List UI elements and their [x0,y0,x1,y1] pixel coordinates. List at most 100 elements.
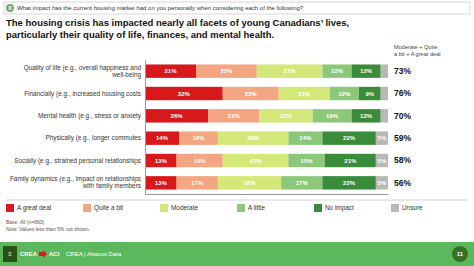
legend-item: A little [237,204,265,212]
bar [281,176,322,189]
bar [179,131,218,144]
bar [376,154,388,167]
legend-swatch [314,204,322,212]
bar [359,87,381,100]
bar [257,64,323,77]
footer-arrow [39,250,47,258]
footer-logo-glyph: ≡ [8,251,12,257]
series [145,64,223,189]
bar [376,176,388,189]
y-tick-label: Mental health (e.g., stress or anxiety [38,112,142,120]
legend-item: Quite a bit [83,204,123,212]
legend-label: A great deal [17,204,51,212]
data-label: 17% [191,180,204,186]
y-tick: Mental health (e.g., stress or anxiety [38,112,142,120]
subtitle: particularly their quality of life, fina… [6,29,274,40]
chart-svg: D What impact has the current housing mar… [0,0,474,266]
bar [145,176,177,189]
footer: ≡CREAACICREA | Abacus Data11 [0,242,474,266]
question-icon-text: D [8,5,12,11]
bar [208,109,259,122]
legend-item: Moderate [160,204,198,212]
base-note: Base: All (n=863)Note: Values less than … [6,219,90,232]
bar [352,109,381,122]
bar [177,176,218,189]
bar [288,154,324,167]
footer-crea: CREA [20,251,38,257]
data-label: 13% [155,158,168,164]
bars [145,64,388,189]
plot: 21%32%26%14%13%13%25%23%21%16%19%17%27%2… [10,44,441,195]
data-label: 12% [331,68,344,74]
legend-swatch [6,204,14,212]
data-label: 5% [378,135,387,141]
bar [381,109,388,122]
text-line: Note: Values less than 5% not shown. [6,226,90,232]
data-label: 16% [326,113,339,119]
legend-swatch [83,204,91,212]
data-label: 23% [245,91,258,97]
y-axis-line [145,61,146,195]
data-label: 14% [299,135,312,141]
legend-swatch [160,204,168,212]
legend-item: No impact [314,204,354,212]
data-label: 32% [178,91,191,97]
data-label: 5% [378,158,387,164]
data-label: 22% [343,180,356,186]
series [322,64,380,189]
data-label: 26% [243,180,256,186]
bar [145,87,223,100]
data-label: 19% [194,158,207,164]
bar [313,109,352,122]
legend-item: Unsure [391,204,423,212]
bar [145,131,179,144]
legend-item: A great deal [6,204,51,212]
label-line: Financially (e.g., increased housing cos… [24,90,141,98]
series [218,64,330,189]
y-tick: Physically (e.g., longer commutes [45,134,141,142]
data-label: 27% [250,158,263,164]
total-label: 56% [394,178,411,188]
totals: 73%76%70%59%58%56% [394,66,411,188]
data-label: 5% [378,180,387,186]
data-label: 21% [228,113,241,119]
series [281,64,359,189]
data-label: 16% [192,135,205,141]
data-label: 21% [344,158,357,164]
data-label: 21% [165,68,178,74]
bar [218,131,288,144]
footer-aci: ACI [49,251,60,257]
legend-label: Unsure [402,204,423,211]
data-label: 25% [220,68,233,74]
title: The housing crisis has impacted nearly a… [6,17,349,28]
footer-page-number: 11 [457,251,464,257]
y-axis: Quality of life (e.g., overall happiness… [10,61,146,195]
legend-label: No impact [325,204,354,212]
label-line: well-being [111,71,141,79]
y-tick-label: Quality of life (e.g., overall happiness… [24,64,142,79]
data-label: 22% [343,135,356,141]
question: What impact has the current housing mark… [17,5,304,11]
question-box [4,2,470,14]
bar [145,154,177,167]
total-label: 59% [394,133,411,143]
data-label: 21% [298,91,311,97]
footer-logo [3,246,17,262]
x-axis [146,194,389,195]
data-label: 9% [365,91,374,97]
series [177,64,279,189]
bar [325,154,376,167]
data-label: 14% [156,135,169,141]
bar [330,87,359,100]
total-label: 73% [394,66,411,76]
y-tick-label: Socially (e.g., strained personal relati… [14,157,141,165]
text-line: a bit + A great deal [394,51,441,57]
legend-swatch [237,204,245,212]
data-label: 22% [280,113,293,119]
total-label: 70% [394,111,411,121]
label-line: Mental health (e.g., stress or anxiety [38,112,142,120]
label-line: Socially (e.g., strained personal relati… [14,157,141,165]
footer-page-circle [452,246,468,262]
bar [145,109,208,122]
text-line: Base: All (n=863) [6,219,45,225]
